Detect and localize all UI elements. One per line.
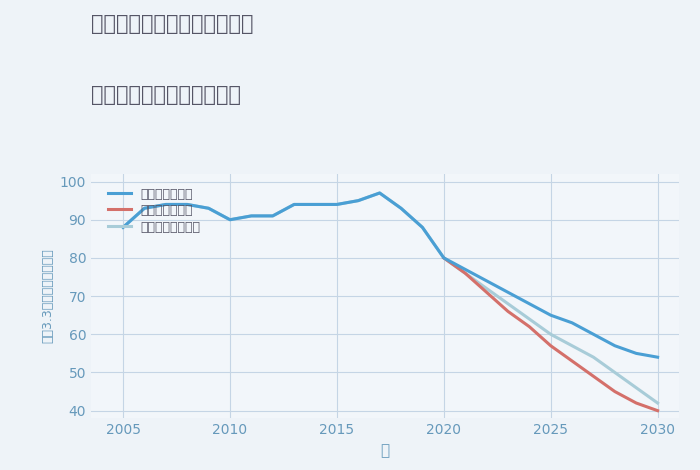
ノーマルシナリオ [247,213,256,219]
ノーマルシナリオ [226,217,234,222]
ノーマルシナリオ [354,198,363,204]
グッドシナリオ [162,202,170,207]
グッドシナリオ [312,202,320,207]
グッドシナリオ [589,331,598,337]
ノーマルシナリオ [504,301,512,306]
ノーマルシナリオ [461,270,470,276]
バッドシナリオ [589,374,598,379]
ノーマルシナリオ [610,369,619,375]
グッドシナリオ [397,205,405,211]
グッドシナリオ [354,198,363,204]
ノーマルシナリオ [525,316,533,322]
グッドシナリオ [119,225,127,230]
ノーマルシナリオ [375,190,384,196]
バッドシナリオ [440,255,448,261]
ノーマルシナリオ [418,225,426,230]
Line: ノーマルシナリオ: ノーマルシナリオ [123,193,657,403]
ノーマルシナリオ [290,202,298,207]
Legend: グッドシナリオ, バッドシナリオ, ノーマルシナリオ: グッドシナリオ, バッドシナリオ, ノーマルシナリオ [103,182,206,239]
Line: バッドシナリオ: バッドシナリオ [444,258,657,411]
バッドシナリオ [568,358,576,364]
グッドシナリオ [440,255,448,261]
グッドシナリオ [653,354,662,360]
バッドシナリオ [610,389,619,394]
グッドシナリオ [610,343,619,349]
ノーマルシナリオ [397,205,405,211]
バッドシナリオ [504,308,512,314]
グッドシナリオ [482,278,491,283]
ノーマルシナリオ [332,202,341,207]
グッドシナリオ [525,301,533,306]
グッドシナリオ [418,225,426,230]
Y-axis label: 坪（3.3㎡）単価（万円）: 坪（3.3㎡）単価（万円） [41,249,54,344]
ノーマルシナリオ [140,205,148,211]
グッドシナリオ [632,351,640,356]
X-axis label: 年: 年 [380,443,390,458]
バッドシナリオ [653,408,662,414]
バッドシナリオ [482,290,491,295]
グッドシナリオ [183,202,191,207]
グッドシナリオ [461,266,470,272]
ノーマルシナリオ [568,343,576,349]
バッドシナリオ [547,343,555,349]
ノーマルシナリオ [183,202,191,207]
グッドシナリオ [140,205,148,211]
ノーマルシナリオ [547,331,555,337]
グッドシナリオ [204,205,213,211]
ノーマルシナリオ [204,205,213,211]
ノーマルシナリオ [589,354,598,360]
グッドシナリオ [290,202,298,207]
バッドシナリオ [632,400,640,406]
ノーマルシナリオ [482,286,491,291]
ノーマルシナリオ [269,213,277,219]
グッドシナリオ [332,202,341,207]
グッドシナリオ [226,217,234,222]
ノーマルシナリオ [119,225,127,230]
バッドシナリオ [525,324,533,329]
ノーマルシナリオ [162,202,170,207]
Text: 三重県松阪市飯南町向粥見の: 三重県松阪市飯南町向粥見の [91,14,253,34]
グッドシナリオ [504,290,512,295]
ノーマルシナリオ [653,400,662,406]
Line: グッドシナリオ: グッドシナリオ [123,193,657,357]
グッドシナリオ [547,313,555,318]
グッドシナリオ [375,190,384,196]
グッドシナリオ [568,320,576,326]
バッドシナリオ [461,270,470,276]
グッドシナリオ [247,213,256,219]
ノーマルシナリオ [632,385,640,391]
Text: 中古マンションの価格推移: 中古マンションの価格推移 [91,85,241,105]
ノーマルシナリオ [312,202,320,207]
ノーマルシナリオ [440,255,448,261]
グッドシナリオ [269,213,277,219]
